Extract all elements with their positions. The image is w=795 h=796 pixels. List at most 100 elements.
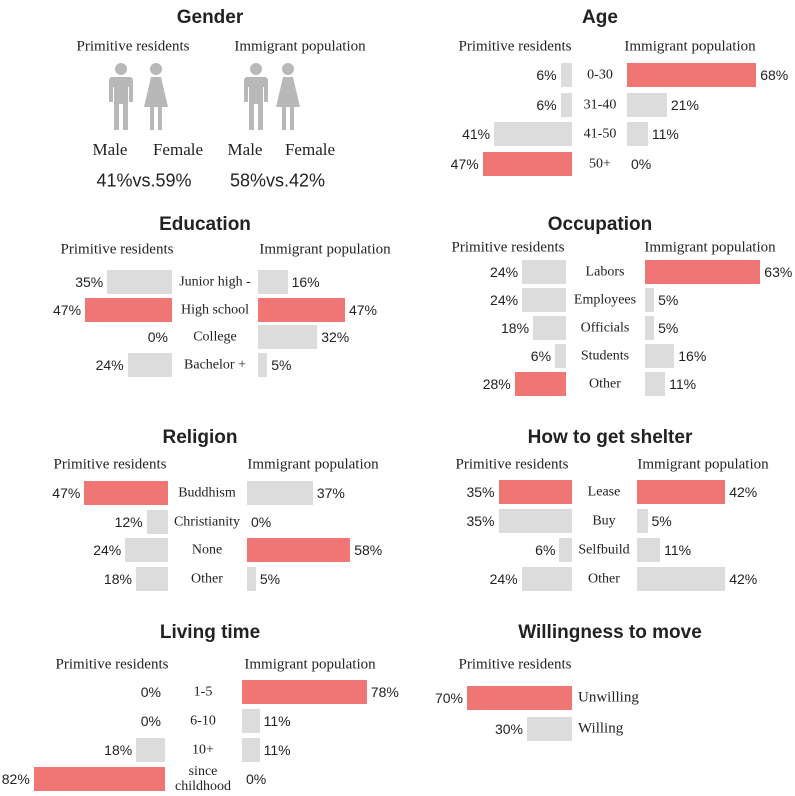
series-name: Immigrant population (259, 241, 391, 258)
value-label: 37% (316, 485, 345, 501)
panel-title: Occupation (547, 214, 653, 235)
value-label: 16% (291, 274, 320, 290)
bar (127, 352, 172, 377)
bar (637, 480, 726, 504)
category-label: Bachelor + (184, 357, 246, 372)
bar (247, 481, 313, 505)
value-label: 0% (140, 713, 161, 729)
category-label: 0-30 (587, 67, 613, 83)
category-label: Officials (580, 320, 630, 336)
series-name: Primitive residents (55, 656, 169, 673)
gender-label: Female (152, 140, 204, 159)
panel-title: Education (159, 214, 251, 235)
category-label: since childhood (175, 764, 231, 794)
value-label: 5% (651, 513, 672, 529)
value-label: 5% (658, 292, 679, 308)
category-label: Unwilling (578, 689, 639, 706)
gender-ratio: 58%vs.42% (229, 170, 326, 191)
category-label: Junior high - (179, 274, 251, 290)
value-label: 5% (259, 571, 281, 588)
value-label: 24% (93, 542, 122, 559)
bar (514, 372, 566, 396)
value-label: 0% (140, 684, 161, 700)
bar (645, 316, 655, 340)
series-name: Immigrant population (637, 456, 769, 473)
series-name: Immigrant population (644, 239, 776, 256)
series-name: Immigrant population (247, 456, 379, 473)
category-label: Other (191, 571, 223, 587)
category-label: Lease (587, 484, 621, 500)
bar (645, 288, 655, 312)
value-label: 82% (1, 771, 30, 787)
gender-label: Female (284, 140, 336, 159)
value-label: 68% (760, 67, 789, 83)
value-label: 24% (489, 571, 518, 587)
bar (645, 260, 761, 284)
value-label: 47% (53, 301, 82, 318)
category-label: Willing (578, 720, 624, 737)
bar (84, 481, 168, 505)
value-label: 70% (434, 690, 463, 706)
value-label: 5% (658, 320, 679, 336)
category-label: Buy (592, 513, 616, 529)
series-name: Primitive residents (455, 456, 569, 473)
value-label: 41% (462, 126, 491, 142)
bar (494, 122, 572, 146)
bar (555, 344, 566, 368)
value-label: 42% (729, 484, 758, 500)
bar (247, 538, 351, 563)
category-label: 10+ (192, 742, 214, 758)
bar (559, 538, 572, 562)
category-label: Other (588, 571, 620, 587)
category-label: Buddhism (178, 485, 236, 501)
bar (498, 509, 572, 533)
female-icon (142, 62, 170, 130)
series-name: Primitive residents (451, 239, 565, 256)
category-label: Other (589, 376, 621, 392)
value-label: 24% (490, 264, 519, 280)
value-label: 0% (631, 155, 652, 172)
bar (467, 686, 572, 710)
value-label: 35% (466, 513, 495, 529)
bar (637, 567, 726, 591)
panel-title: Living time (159, 622, 261, 643)
series-name: Immigrant population (244, 656, 376, 673)
bar (645, 344, 675, 368)
value-label: 78% (370, 684, 399, 700)
bar (258, 325, 318, 349)
value-label: 18% (501, 320, 530, 336)
panel-title: Age (582, 7, 618, 28)
category-label: None (191, 542, 223, 558)
bar (637, 509, 648, 533)
category-label: 31-40 (583, 97, 617, 112)
series-name: Primitive residents (458, 656, 572, 673)
value-label: 6% (536, 96, 557, 113)
value-label: 12% (114, 513, 143, 530)
bar (527, 717, 572, 741)
bar (258, 297, 345, 322)
category-label: Christianity (173, 514, 241, 530)
value-label: 0% (251, 513, 272, 530)
category-label: Students (580, 348, 630, 364)
series-name: Primitive residents (53, 456, 167, 473)
bar (242, 709, 260, 733)
value-label: 47% (348, 301, 377, 318)
series-name: Immigrant population (624, 38, 756, 55)
value-label: 18% (103, 571, 132, 588)
category-label: 50+ (589, 156, 611, 171)
bar (522, 260, 566, 284)
bar (107, 270, 172, 294)
category-label: 41-50 (583, 126, 617, 142)
gender-label: Male (92, 140, 128, 159)
value-label: 35% (466, 484, 495, 500)
bar (637, 538, 661, 562)
bar (522, 288, 566, 312)
value-label: 16% (678, 348, 707, 364)
series-name: Immigrant population (234, 38, 366, 55)
value-label: 11% (664, 542, 692, 558)
bar (146, 509, 168, 534)
value-label: 24% (490, 292, 519, 308)
bar (533, 316, 566, 340)
value-label: 32% (321, 329, 350, 345)
